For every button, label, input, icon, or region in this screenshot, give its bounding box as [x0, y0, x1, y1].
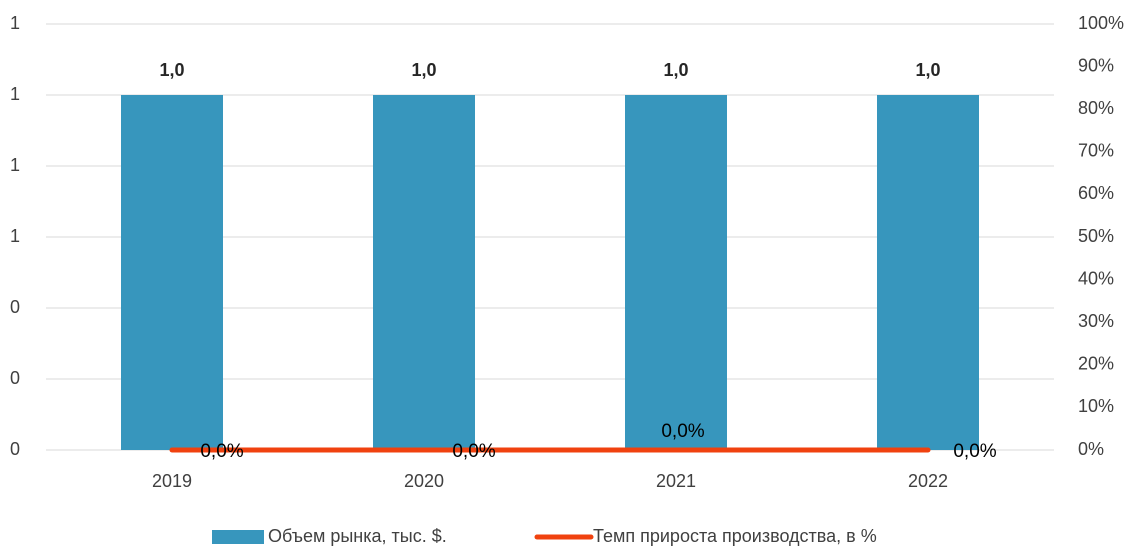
- line-value-label: 0,0%: [452, 441, 495, 462]
- bar: [373, 95, 475, 450]
- y2-tick-label: 60%: [1078, 183, 1114, 203]
- y2-tick-label: 70%: [1078, 141, 1114, 161]
- y2-tick-label: 40%: [1078, 268, 1114, 288]
- y2-tick-label: 100%: [1078, 13, 1124, 33]
- y2-tick-label: 0%: [1078, 439, 1104, 459]
- bar-value-label: 1,0: [663, 60, 688, 80]
- legend-swatch: [212, 530, 264, 544]
- legend-label: Темп прироста производства, в %: [593, 526, 877, 546]
- bar-value-label: 1,0: [159, 60, 184, 80]
- line-value-label: 0,0%: [953, 441, 996, 462]
- x-tick-label: 2022: [908, 471, 948, 491]
- y2-tick-label: 10%: [1078, 396, 1114, 416]
- y2-tick-label: 80%: [1078, 98, 1114, 118]
- y-tick-label: 0: [10, 439, 20, 459]
- y-tick-label: 0: [10, 297, 20, 317]
- bar-value-label: 1,0: [915, 60, 940, 80]
- bar: [121, 95, 223, 450]
- x-tick-label: 2021: [656, 471, 696, 491]
- y-tick-label: 1: [10, 13, 20, 33]
- y-tick-label: 1: [10, 84, 20, 104]
- y2-tick-label: 20%: [1078, 354, 1114, 374]
- x-tick-label: 2019: [152, 471, 192, 491]
- bar-value-label: 1,0: [411, 60, 436, 80]
- y2-tick-label: 90%: [1078, 55, 1114, 75]
- bar: [877, 95, 979, 450]
- y2-tick-label: 30%: [1078, 311, 1114, 331]
- y-tick-label: 1: [10, 226, 20, 246]
- y-tick-label: 0: [10, 368, 20, 388]
- x-tick-label: 2020: [404, 471, 444, 491]
- line-value-label: 0,0%: [200, 441, 243, 462]
- y-tick-label: 1: [10, 155, 20, 175]
- line-value-label: 0,0%: [661, 421, 704, 442]
- bar: [625, 95, 727, 450]
- legend-label: Объем рынка, тыс. $.: [268, 526, 447, 546]
- y2-tick-label: 50%: [1078, 226, 1114, 246]
